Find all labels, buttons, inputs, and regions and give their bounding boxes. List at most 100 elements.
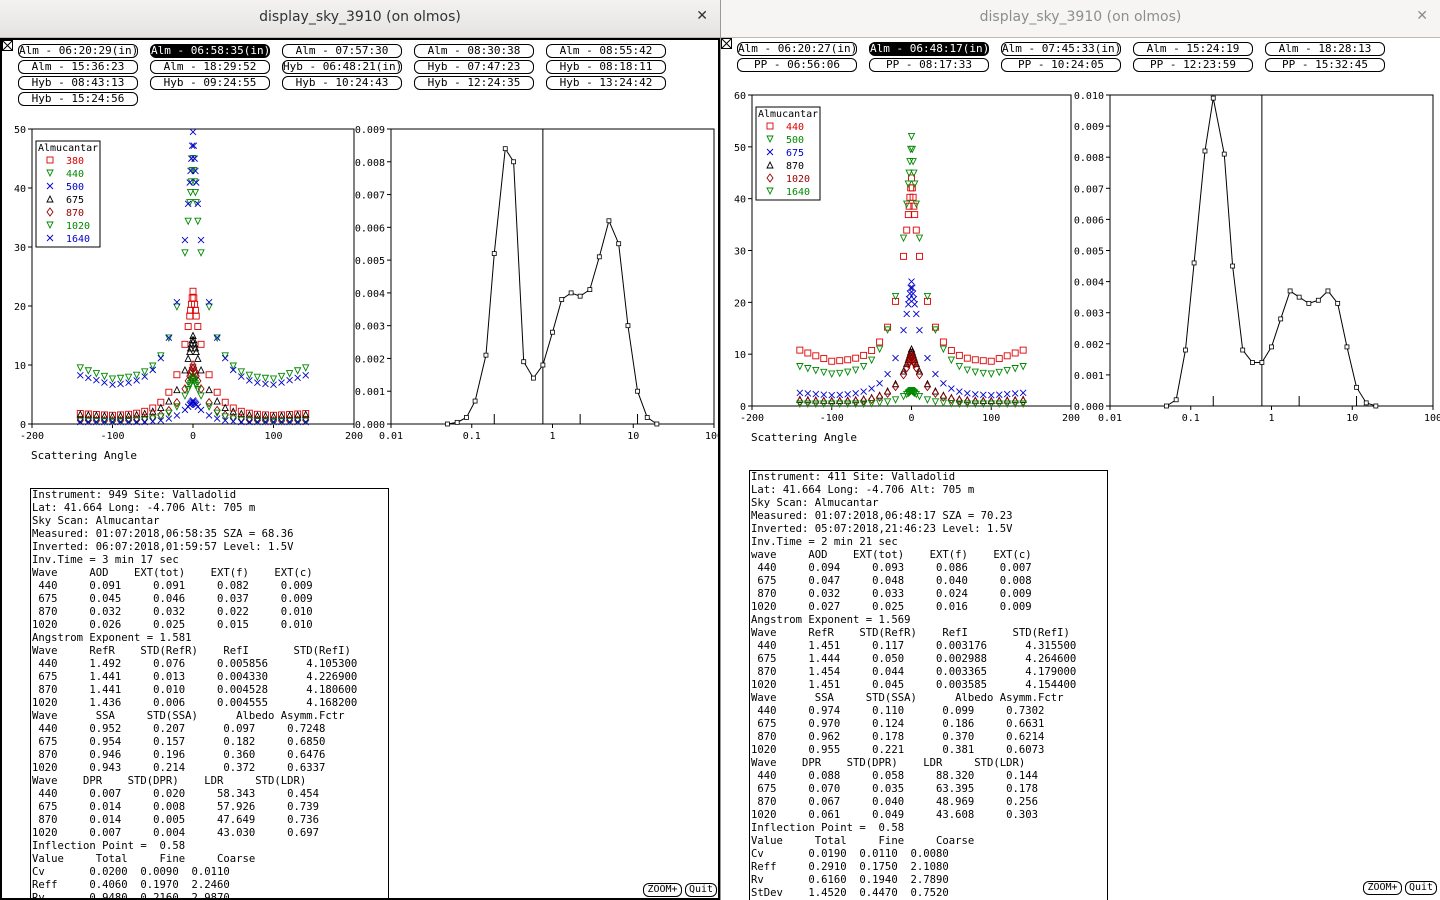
scan-button[interactable]: Hyb - 07:47:23	[414, 60, 534, 74]
scan-button[interactable]: Alm - 06:20:29(in)	[18, 44, 139, 58]
scan-button[interactable]: Alm - 15:24:19	[1133, 42, 1253, 56]
right-titlebar[interactable]: display_sky_3910 (on olmos) ✕	[721, 0, 1440, 38]
x-tick-label: 0	[190, 431, 196, 442]
y-tick-label: 0.007	[1074, 184, 1104, 195]
data-point	[277, 417, 286, 426]
data-point	[812, 352, 820, 360]
scan-button[interactable]: PP - 12:23:59	[1133, 58, 1253, 72]
size-point	[606, 218, 612, 224]
scan-button[interactable]: Alm - 15:36:23	[18, 60, 138, 74]
series-1640	[76, 397, 310, 426]
size-point	[1287, 288, 1293, 294]
scan-button[interactable]: Alm - 08:55:42	[546, 44, 666, 58]
data-point	[995, 391, 1003, 399]
legend-marker	[46, 169, 54, 178]
scan-button[interactable]: PP - 10:24:05	[1001, 58, 1121, 72]
right-inversion-info: Instrument: 411 Site: Valladolid Lat: 41…	[749, 470, 1108, 900]
data-point	[186, 343, 195, 352]
zoom-button[interactable]: ZOOM+	[643, 883, 682, 897]
quit-button[interactable]: Quit	[1405, 881, 1437, 895]
data-point	[868, 385, 875, 392]
data-point	[229, 418, 237, 425]
series-440	[796, 174, 1027, 365]
data-point	[302, 371, 310, 379]
y-tick-label: 40	[14, 184, 26, 195]
quit-button[interactable]: Quit	[685, 883, 717, 897]
data-point	[902, 200, 911, 209]
x-tick-label: 10	[627, 431, 639, 442]
data-point	[860, 351, 868, 359]
data-point	[246, 377, 253, 384]
legend-box	[755, 106, 821, 201]
data-point	[796, 400, 804, 409]
data-point	[915, 392, 924, 401]
data-point	[149, 362, 157, 370]
data-point	[1011, 390, 1019, 397]
data-point	[987, 400, 995, 409]
data-point	[191, 368, 199, 379]
data-point	[964, 389, 971, 397]
size-point	[1363, 400, 1369, 406]
scan-button[interactable]: Alm - 18:29:52	[150, 60, 270, 74]
size-point	[1306, 300, 1312, 306]
scan-button[interactable]: PP - 06:56:06	[737, 58, 857, 72]
data-point	[117, 380, 124, 388]
data-point	[923, 297, 931, 305]
close-icon[interactable]: ✕	[696, 8, 708, 24]
scan-button[interactable]: Hyb - 12:24:35	[414, 76, 534, 90]
size-point	[540, 362, 546, 368]
data-point	[184, 200, 192, 208]
scan-button[interactable]: Alm - 07:45:33(in)	[1001, 42, 1122, 56]
scan-button[interactable]: PP - 08:17:33	[869, 58, 989, 72]
data-point	[285, 370, 294, 378]
data-point	[184, 354, 192, 362]
scan-button[interactable]: Alm - 06:20:27(in)	[737, 42, 858, 56]
data-point	[796, 346, 804, 354]
data-point	[851, 400, 860, 409]
scan-button[interactable]: Alm - 06:48:17(in)	[869, 42, 990, 56]
data-point	[188, 294, 196, 302]
data-point	[76, 410, 85, 418]
scan-button[interactable]: Alm - 18:28:13	[1265, 42, 1385, 56]
scan-button[interactable]: Hyb - 08:18:11	[546, 60, 666, 74]
data-point	[221, 352, 229, 360]
scan-button[interactable]: Hyb - 09:24:55	[150, 76, 270, 90]
data-point	[979, 357, 987, 365]
x-tick-label: 200	[345, 431, 363, 442]
scan-button[interactable]: Alm - 08:30:38	[414, 44, 534, 58]
scan-button[interactable]: PP - 15:32:45	[1265, 58, 1385, 72]
data-point	[133, 418, 140, 426]
data-point	[1011, 365, 1019, 373]
size-point	[635, 388, 640, 394]
close-icon[interactable]: ✕	[1416, 8, 1428, 24]
data-point	[186, 312, 194, 320]
scan-button[interactable]: Alm - 07:57:30	[282, 44, 402, 58]
data-point	[181, 365, 189, 374]
scan-button[interactable]: Hyb - 06:48:21(in)	[282, 60, 403, 74]
size-distribution-line	[1166, 98, 1377, 407]
scan-button[interactable]: Hyb - 08:43:13	[18, 76, 138, 90]
scan-button[interactable]: Hyb - 15:24:56	[18, 92, 138, 106]
data-point	[1003, 366, 1011, 375]
scan-button[interactable]: Hyb - 13:24:42	[546, 76, 666, 90]
size-point	[530, 375, 536, 381]
x-tick-label: 100	[1424, 413, 1440, 424]
data-point	[891, 396, 900, 404]
size-point	[1335, 300, 1341, 306]
data-point	[101, 418, 108, 426]
zoom-button[interactable]: ZOOM+	[1363, 881, 1402, 895]
data-point	[843, 400, 852, 409]
left-titlebar[interactable]: display_sky_3910 (on olmos) ✕	[0, 0, 720, 38]
x-tick-label: 100	[264, 431, 282, 442]
data-point	[804, 365, 812, 373]
data-point	[1019, 396, 1027, 407]
data-point	[836, 391, 844, 399]
size-point	[1325, 288, 1331, 294]
data-point	[165, 415, 173, 422]
legend-title: Almucantar	[758, 109, 818, 120]
scan-button[interactable]: Alm - 06:58:35(in)	[150, 44, 271, 58]
scan-button[interactable]: Hyb - 10:24:43	[282, 76, 402, 90]
data-point	[995, 355, 1003, 363]
data-point	[804, 400, 812, 409]
data-point	[906, 290, 914, 297]
